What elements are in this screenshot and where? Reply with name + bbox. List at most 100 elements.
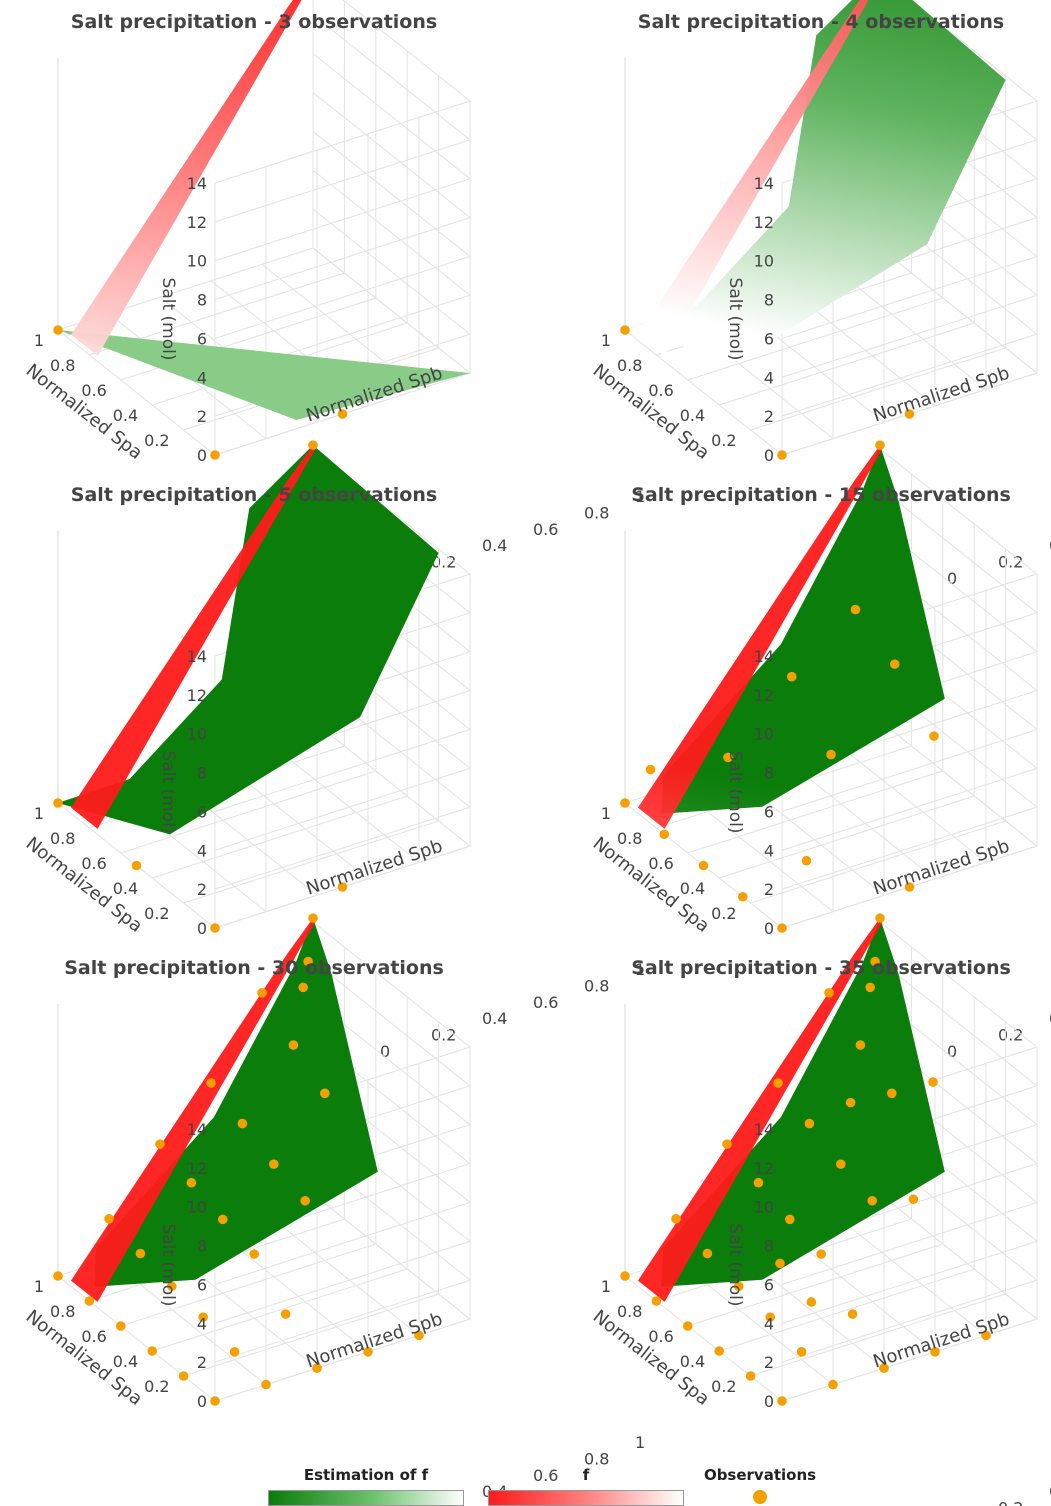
x-tick-label: 0.2 bbox=[711, 904, 736, 923]
legend-estimation-title: Estimation of f bbox=[303, 1466, 429, 1484]
z-tick-label: 4 bbox=[764, 841, 774, 860]
observation-point bbox=[210, 450, 220, 460]
observation-point bbox=[300, 1195, 311, 1206]
legend-f-title: f bbox=[582, 1466, 590, 1484]
observation-point bbox=[308, 440, 318, 450]
observation-point bbox=[84, 1296, 95, 1306]
grid-line bbox=[879, 1193, 1038, 1320]
y-tick-label: 1 bbox=[635, 487, 645, 506]
grid-line bbox=[57, 1275, 216, 1402]
grid-line bbox=[312, 247, 471, 374]
z-tick-label: 12 bbox=[754, 213, 774, 232]
y-tick-label: 1 bbox=[635, 960, 645, 979]
x-tick-label: 0.4 bbox=[680, 1352, 705, 1371]
z-tick-label: 2 bbox=[197, 880, 207, 899]
estimation-surface bbox=[661, 445, 945, 814]
z-tick-label: 10 bbox=[754, 725, 774, 744]
observation-point bbox=[737, 891, 748, 902]
observation-point bbox=[908, 1194, 919, 1205]
observation-point bbox=[816, 1249, 826, 1259]
z-tick-label: 14 bbox=[187, 647, 207, 666]
z-tick-label: 8 bbox=[197, 764, 207, 783]
z-axis-label: Salt (mol) bbox=[158, 1224, 178, 1307]
y-tick-label: 0 bbox=[947, 1042, 957, 1061]
observation-point bbox=[723, 752, 733, 763]
estimation-surface bbox=[625, 0, 1006, 362]
z-axis-label: Salt (mol) bbox=[725, 751, 745, 834]
x-tick-label: 0.4 bbox=[680, 406, 705, 425]
observation-point bbox=[867, 1195, 877, 1206]
x-tick-label: 0.4 bbox=[113, 406, 138, 425]
x-tick-label: 0.8 bbox=[617, 356, 642, 375]
chart-title: Salt precipitation - 5 observations bbox=[71, 484, 437, 506]
observation-point bbox=[167, 1281, 177, 1292]
y-tick-label: 0.6 bbox=[533, 993, 558, 1012]
observation-point bbox=[198, 1312, 208, 1322]
observation-point bbox=[131, 860, 142, 871]
z-tick-label: 10 bbox=[187, 252, 207, 271]
observation-point bbox=[249, 1249, 259, 1259]
grid-line bbox=[120, 770, 376, 854]
z-tick-label: 14 bbox=[187, 1120, 207, 1139]
estimation-surface bbox=[661, 918, 945, 1287]
observation-point bbox=[889, 659, 900, 669]
grid-line bbox=[828, 737, 987, 863]
x-tick-label: 0.6 bbox=[81, 381, 106, 400]
observation-point bbox=[298, 982, 309, 993]
observation-point bbox=[828, 1379, 838, 1390]
z-tick-label: 10 bbox=[754, 1198, 774, 1217]
grid-line bbox=[152, 1268, 408, 1352]
y-tick-label: 0.4 bbox=[1049, 536, 1051, 555]
z-tick-label: 6 bbox=[764, 1275, 774, 1294]
f-surface bbox=[70, 0, 302, 356]
z-tick-label: 14 bbox=[754, 174, 774, 193]
z-tick-label: 0 bbox=[764, 446, 774, 465]
y-axis-label: Normalized Spb bbox=[870, 1309, 1012, 1373]
grid-line bbox=[214, 1318, 471, 1402]
observation-point bbox=[651, 1296, 662, 1306]
x-tick-label: 0.4 bbox=[680, 879, 705, 898]
chart-title: Salt precipitation - 3 observations bbox=[71, 11, 437, 33]
legend-observation-marker bbox=[753, 1490, 767, 1504]
z-tick-label: 12 bbox=[754, 686, 774, 705]
x-tick-label: 0.6 bbox=[648, 381, 673, 400]
observation-point bbox=[620, 1271, 630, 1281]
f-surface bbox=[70, 445, 317, 829]
x-tick-label: 0.2 bbox=[144, 1377, 169, 1396]
z-tick-label: 12 bbox=[187, 1159, 207, 1178]
observation-point bbox=[734, 1281, 744, 1292]
z-tick-label: 2 bbox=[764, 880, 774, 899]
observation-point bbox=[206, 1078, 216, 1088]
z-axis-label: Salt (mol) bbox=[725, 1224, 745, 1307]
observation-point bbox=[312, 1363, 322, 1373]
observation-point bbox=[303, 956, 313, 967]
z-tick-label: 0 bbox=[197, 446, 207, 465]
grid-line bbox=[719, 1268, 975, 1352]
z-tick-label: 14 bbox=[754, 647, 774, 666]
observation-point bbox=[620, 325, 630, 335]
f-surface bbox=[70, 918, 317, 1302]
observation-point bbox=[879, 1363, 889, 1373]
y-tick-label: 0.2 bbox=[431, 1026, 456, 1045]
legend-estimation-colorbar bbox=[268, 1490, 464, 1506]
z-tick-label: 4 bbox=[197, 368, 207, 387]
observation-point bbox=[210, 1396, 220, 1406]
grid-line bbox=[183, 1293, 439, 1377]
observation-point bbox=[337, 409, 348, 419]
observation-point bbox=[875, 440, 885, 450]
observation-point bbox=[855, 1040, 866, 1050]
y-tick-label: 0 bbox=[947, 569, 957, 588]
grid-line bbox=[879, 720, 1038, 847]
observation-point bbox=[116, 1321, 126, 1331]
z-tick-label: 4 bbox=[197, 1314, 207, 1333]
z-tick-label: 14 bbox=[754, 1120, 774, 1139]
grid-line bbox=[828, 1210, 987, 1336]
x-tick-label: 1 bbox=[34, 331, 44, 350]
observation-point bbox=[53, 325, 63, 335]
grid-line bbox=[57, 329, 216, 456]
y-tick-label: 0.6 bbox=[533, 1466, 558, 1485]
observation-point bbox=[786, 671, 797, 682]
grid-line bbox=[261, 1210, 420, 1336]
